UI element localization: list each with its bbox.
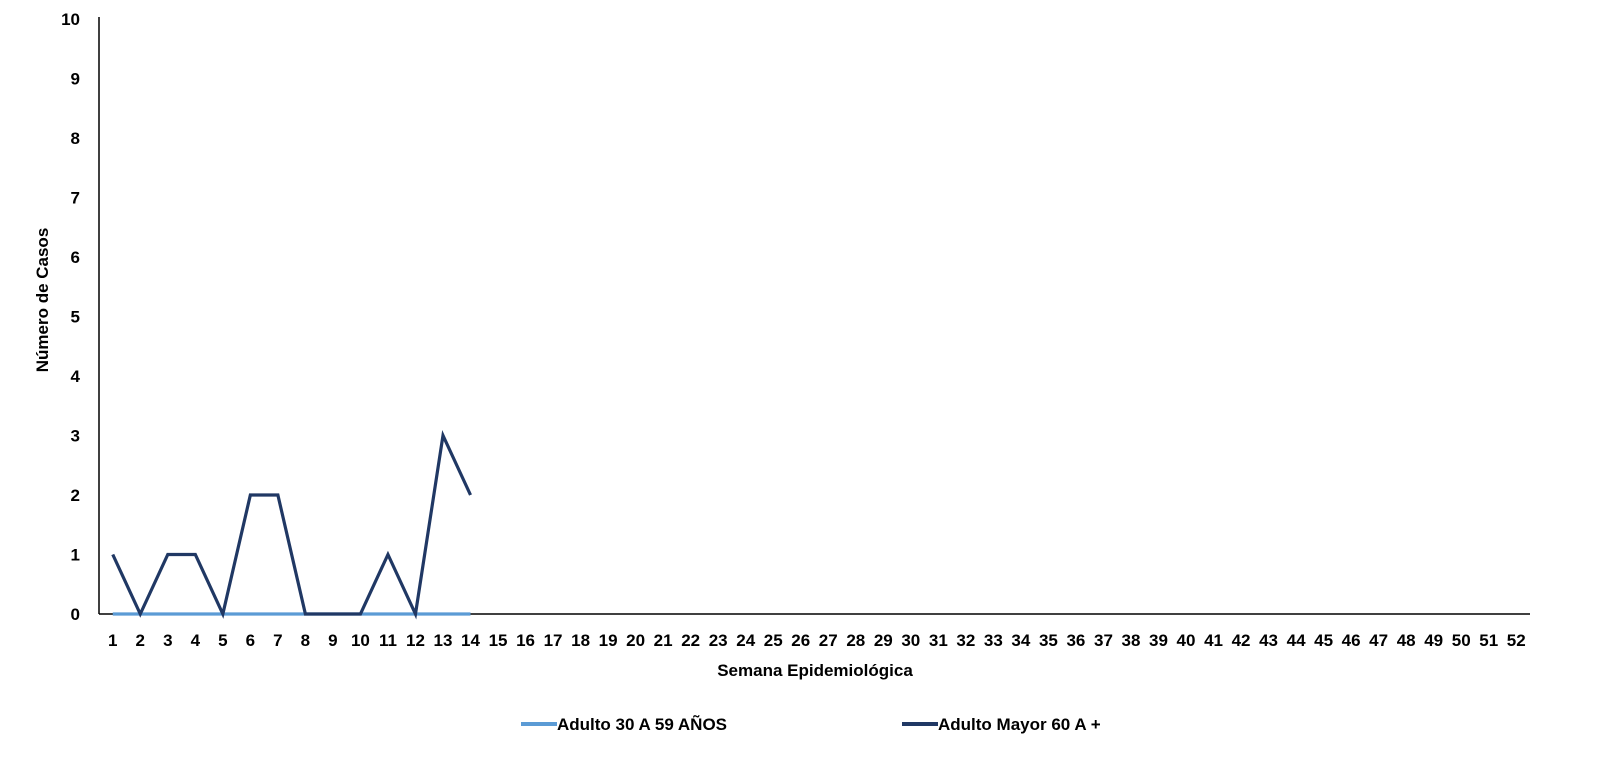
x-tick-label: 23: [709, 631, 728, 650]
x-tick-label: 15: [489, 631, 508, 650]
y-tick-label: 1: [71, 546, 80, 565]
y-tick-label: 4: [71, 367, 81, 386]
x-tick-label: 39: [1149, 631, 1168, 650]
x-tick-label: 2: [136, 631, 145, 650]
x-tick-label: 41: [1204, 631, 1223, 650]
x-axis-title: Semana Epidemiológica: [717, 661, 913, 680]
x-tick-label: 20: [626, 631, 645, 650]
y-tick-label: 6: [71, 248, 80, 267]
x-tick-label: 1: [108, 631, 117, 650]
legend: Adulto 30 A 59 AÑOS Adulto Mayor 60 A +: [521, 714, 1101, 734]
x-tick-label: 33: [984, 631, 1003, 650]
x-tick-label: 36: [1066, 631, 1085, 650]
y-tick-label: 10: [61, 10, 80, 29]
legend-item: Adulto Mayor 60 A +: [902, 715, 1101, 734]
y-tick-label: 7: [71, 189, 80, 208]
x-tick-label: 49: [1424, 631, 1443, 650]
x-tick-label: 44: [1287, 631, 1306, 650]
x-tick-label: 7: [273, 631, 282, 650]
x-tick-label: 52: [1507, 631, 1526, 650]
legend-item: Adulto 30 A 59 AÑOS: [521, 714, 727, 734]
x-tick-label: 30: [901, 631, 920, 650]
x-tick-label: 29: [874, 631, 893, 650]
y-tick-label: 2: [71, 486, 80, 505]
x-tick-label: 18: [571, 631, 590, 650]
x-tick-label: 27: [819, 631, 838, 650]
x-tick-label: 37: [1094, 631, 1113, 650]
x-tick-label: 34: [1011, 631, 1030, 650]
x-tick-label: 10: [351, 631, 370, 650]
series-line-2: [111, 430, 472, 620]
x-tick-label: 13: [434, 631, 453, 650]
x-tick-label: 42: [1232, 631, 1251, 650]
x-tick-label: 38: [1122, 631, 1141, 650]
x-tick-label: 19: [599, 631, 618, 650]
x-tick-label: 26: [791, 631, 810, 650]
y-tick-label: 0: [71, 605, 80, 624]
x-tick-label: 9: [328, 631, 337, 650]
y-tick-label: 9: [71, 70, 80, 89]
x-tick-label: 45: [1314, 631, 1333, 650]
x-tick-label: 21: [654, 631, 673, 650]
x-tick-label: 43: [1259, 631, 1278, 650]
x-tick-label: 31: [929, 631, 948, 650]
x-tick-label: 35: [1039, 631, 1058, 650]
x-tick-label: 6: [246, 631, 255, 650]
x-tick-label: 16: [516, 631, 535, 650]
x-tick-label: 48: [1397, 631, 1416, 650]
x-tick-label: 3: [163, 631, 172, 650]
axes: [98, 17, 1530, 615]
x-tick-label: 32: [956, 631, 975, 650]
x-tick-label: 12: [406, 631, 425, 650]
x-tick-label: 24: [736, 631, 755, 650]
x-tick-label: 46: [1342, 631, 1361, 650]
x-tick-label: 25: [764, 631, 783, 650]
x-tick-label: 22: [681, 631, 700, 650]
x-tick-label: 40: [1177, 631, 1196, 650]
x-tick-label: 4: [191, 631, 201, 650]
x-tick-label: 17: [544, 631, 563, 650]
y-tick-label: 3: [71, 427, 80, 446]
y-axis-title: Número de Casos: [33, 228, 52, 373]
x-tick-label: 8: [301, 631, 310, 650]
legend-label: Adulto Mayor 60 A +: [938, 715, 1101, 734]
x-tick-label: 47: [1369, 631, 1388, 650]
legend-label: Adulto 30 A 59 AÑOS: [557, 714, 727, 734]
x-tick-label: 11: [379, 631, 397, 650]
series-lines: [111, 430, 472, 620]
x-tick-label: 14: [461, 631, 480, 650]
x-tick-label: 50: [1452, 631, 1471, 650]
x-tick-label: 28: [846, 631, 865, 650]
x-tick-label: 5: [218, 631, 227, 650]
y-tick-label: 8: [71, 129, 80, 148]
y-tick-label: 5: [71, 308, 80, 327]
x-tick-label: 51: [1479, 631, 1498, 650]
